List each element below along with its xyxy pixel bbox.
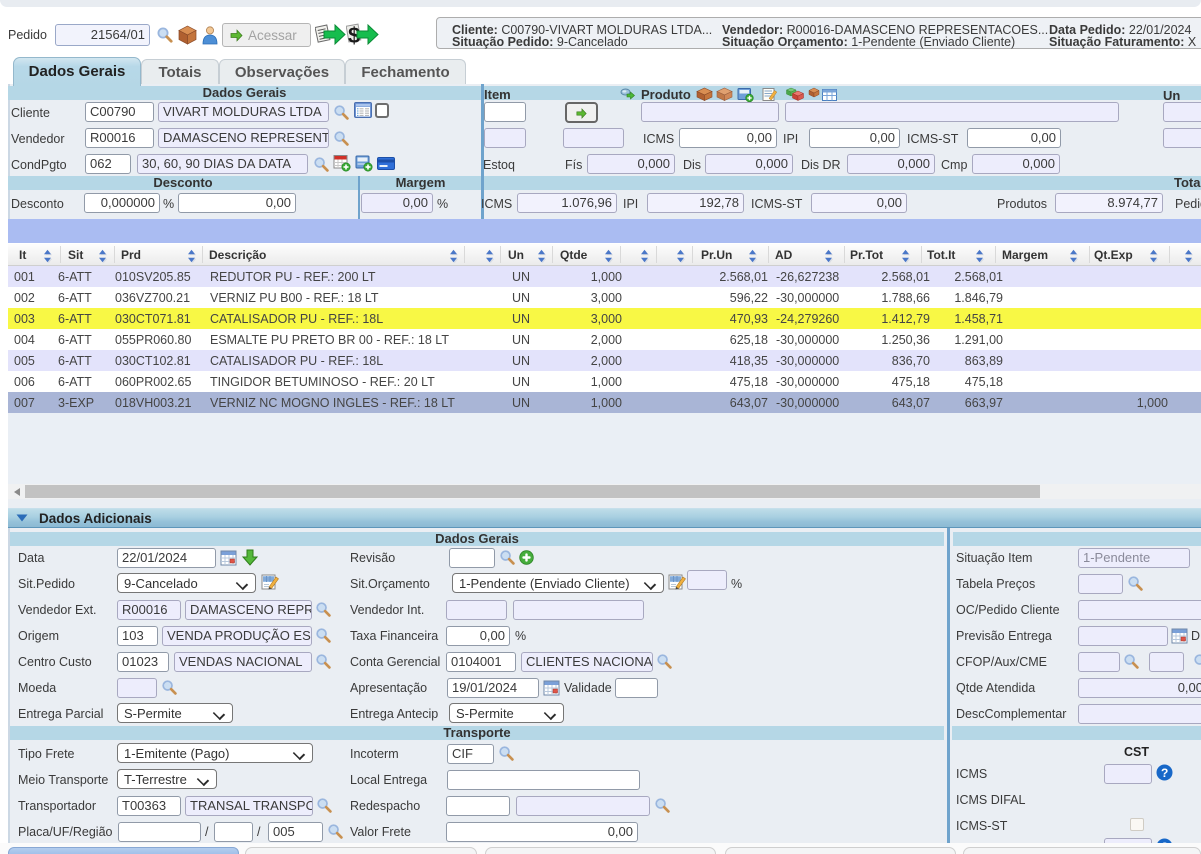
svg-text:$: $: [348, 23, 360, 48]
svg-text:?: ?: [1161, 766, 1168, 780]
